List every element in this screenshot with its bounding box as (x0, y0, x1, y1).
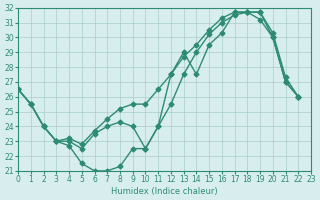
X-axis label: Humidex (Indice chaleur): Humidex (Indice chaleur) (111, 187, 218, 196)
